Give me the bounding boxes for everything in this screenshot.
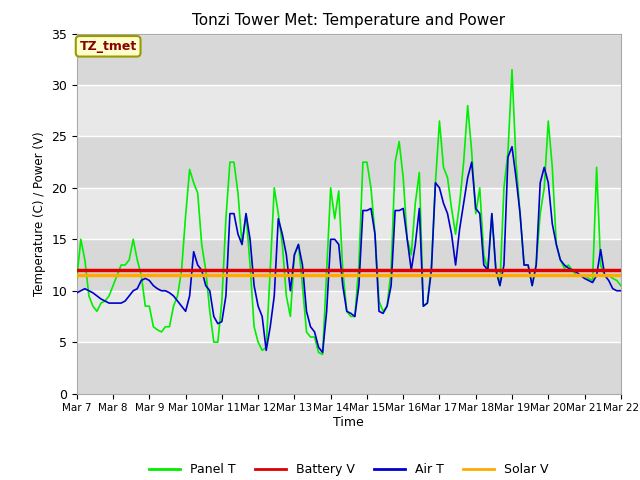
Title: Tonzi Tower Met: Temperature and Power: Tonzi Tower Met: Temperature and Power [192, 13, 506, 28]
Air T [508, 144, 516, 150]
Solar V [512, 273, 520, 278]
Bar [77, 34, 621, 85]
Panel T [528, 283, 536, 288]
Battery V [282, 267, 290, 273]
Panel T [282, 293, 290, 299]
Battery V [617, 267, 625, 273]
Battery V [73, 267, 81, 273]
Line: Air T: Air T [77, 147, 621, 352]
Battery V [512, 267, 520, 273]
Air T [138, 277, 145, 283]
Legend: Panel T, Battery V, Air T, Solar V: Panel T, Battery V, Air T, Solar V [144, 458, 554, 480]
Text: TZ_tmet: TZ_tmet [79, 40, 137, 53]
Solar V [138, 273, 145, 278]
Air T [617, 288, 625, 294]
Bar [77, 240, 621, 291]
Solar V [516, 273, 524, 278]
Air T [319, 349, 326, 355]
Solar V [585, 273, 593, 278]
Air T [528, 283, 536, 288]
Air T [73, 290, 81, 296]
Panel T [508, 67, 516, 72]
Battery V [585, 267, 593, 273]
Panel T [319, 352, 326, 358]
Bar [77, 342, 621, 394]
Y-axis label: Temperature (C) / Power (V): Temperature (C) / Power (V) [33, 132, 45, 296]
Battery V [516, 267, 524, 273]
Battery V [138, 267, 145, 273]
Solar V [282, 273, 290, 278]
Air T [524, 262, 532, 268]
Panel T [593, 165, 600, 170]
Air T [282, 252, 290, 258]
Panel T [73, 276, 81, 281]
Line: Panel T: Panel T [77, 70, 621, 355]
Panel T [138, 273, 145, 278]
Panel T [617, 283, 625, 288]
Solar V [617, 273, 625, 278]
Air T [593, 273, 600, 278]
Bar [77, 136, 621, 188]
Panel T [524, 262, 532, 268]
Panel T [520, 262, 528, 268]
Battery V [520, 267, 528, 273]
X-axis label: Time: Time [333, 416, 364, 429]
Air T [520, 262, 528, 268]
Solar V [73, 273, 81, 278]
Solar V [520, 273, 528, 278]
